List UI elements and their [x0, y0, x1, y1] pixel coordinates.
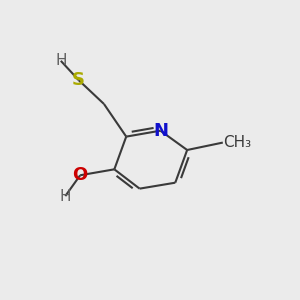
Text: CH₃: CH₃ — [223, 135, 251, 150]
Text: H: H — [59, 189, 71, 204]
Text: H: H — [55, 53, 67, 68]
Text: O: O — [73, 166, 88, 184]
Text: S: S — [72, 71, 85, 89]
Text: N: N — [153, 122, 168, 140]
